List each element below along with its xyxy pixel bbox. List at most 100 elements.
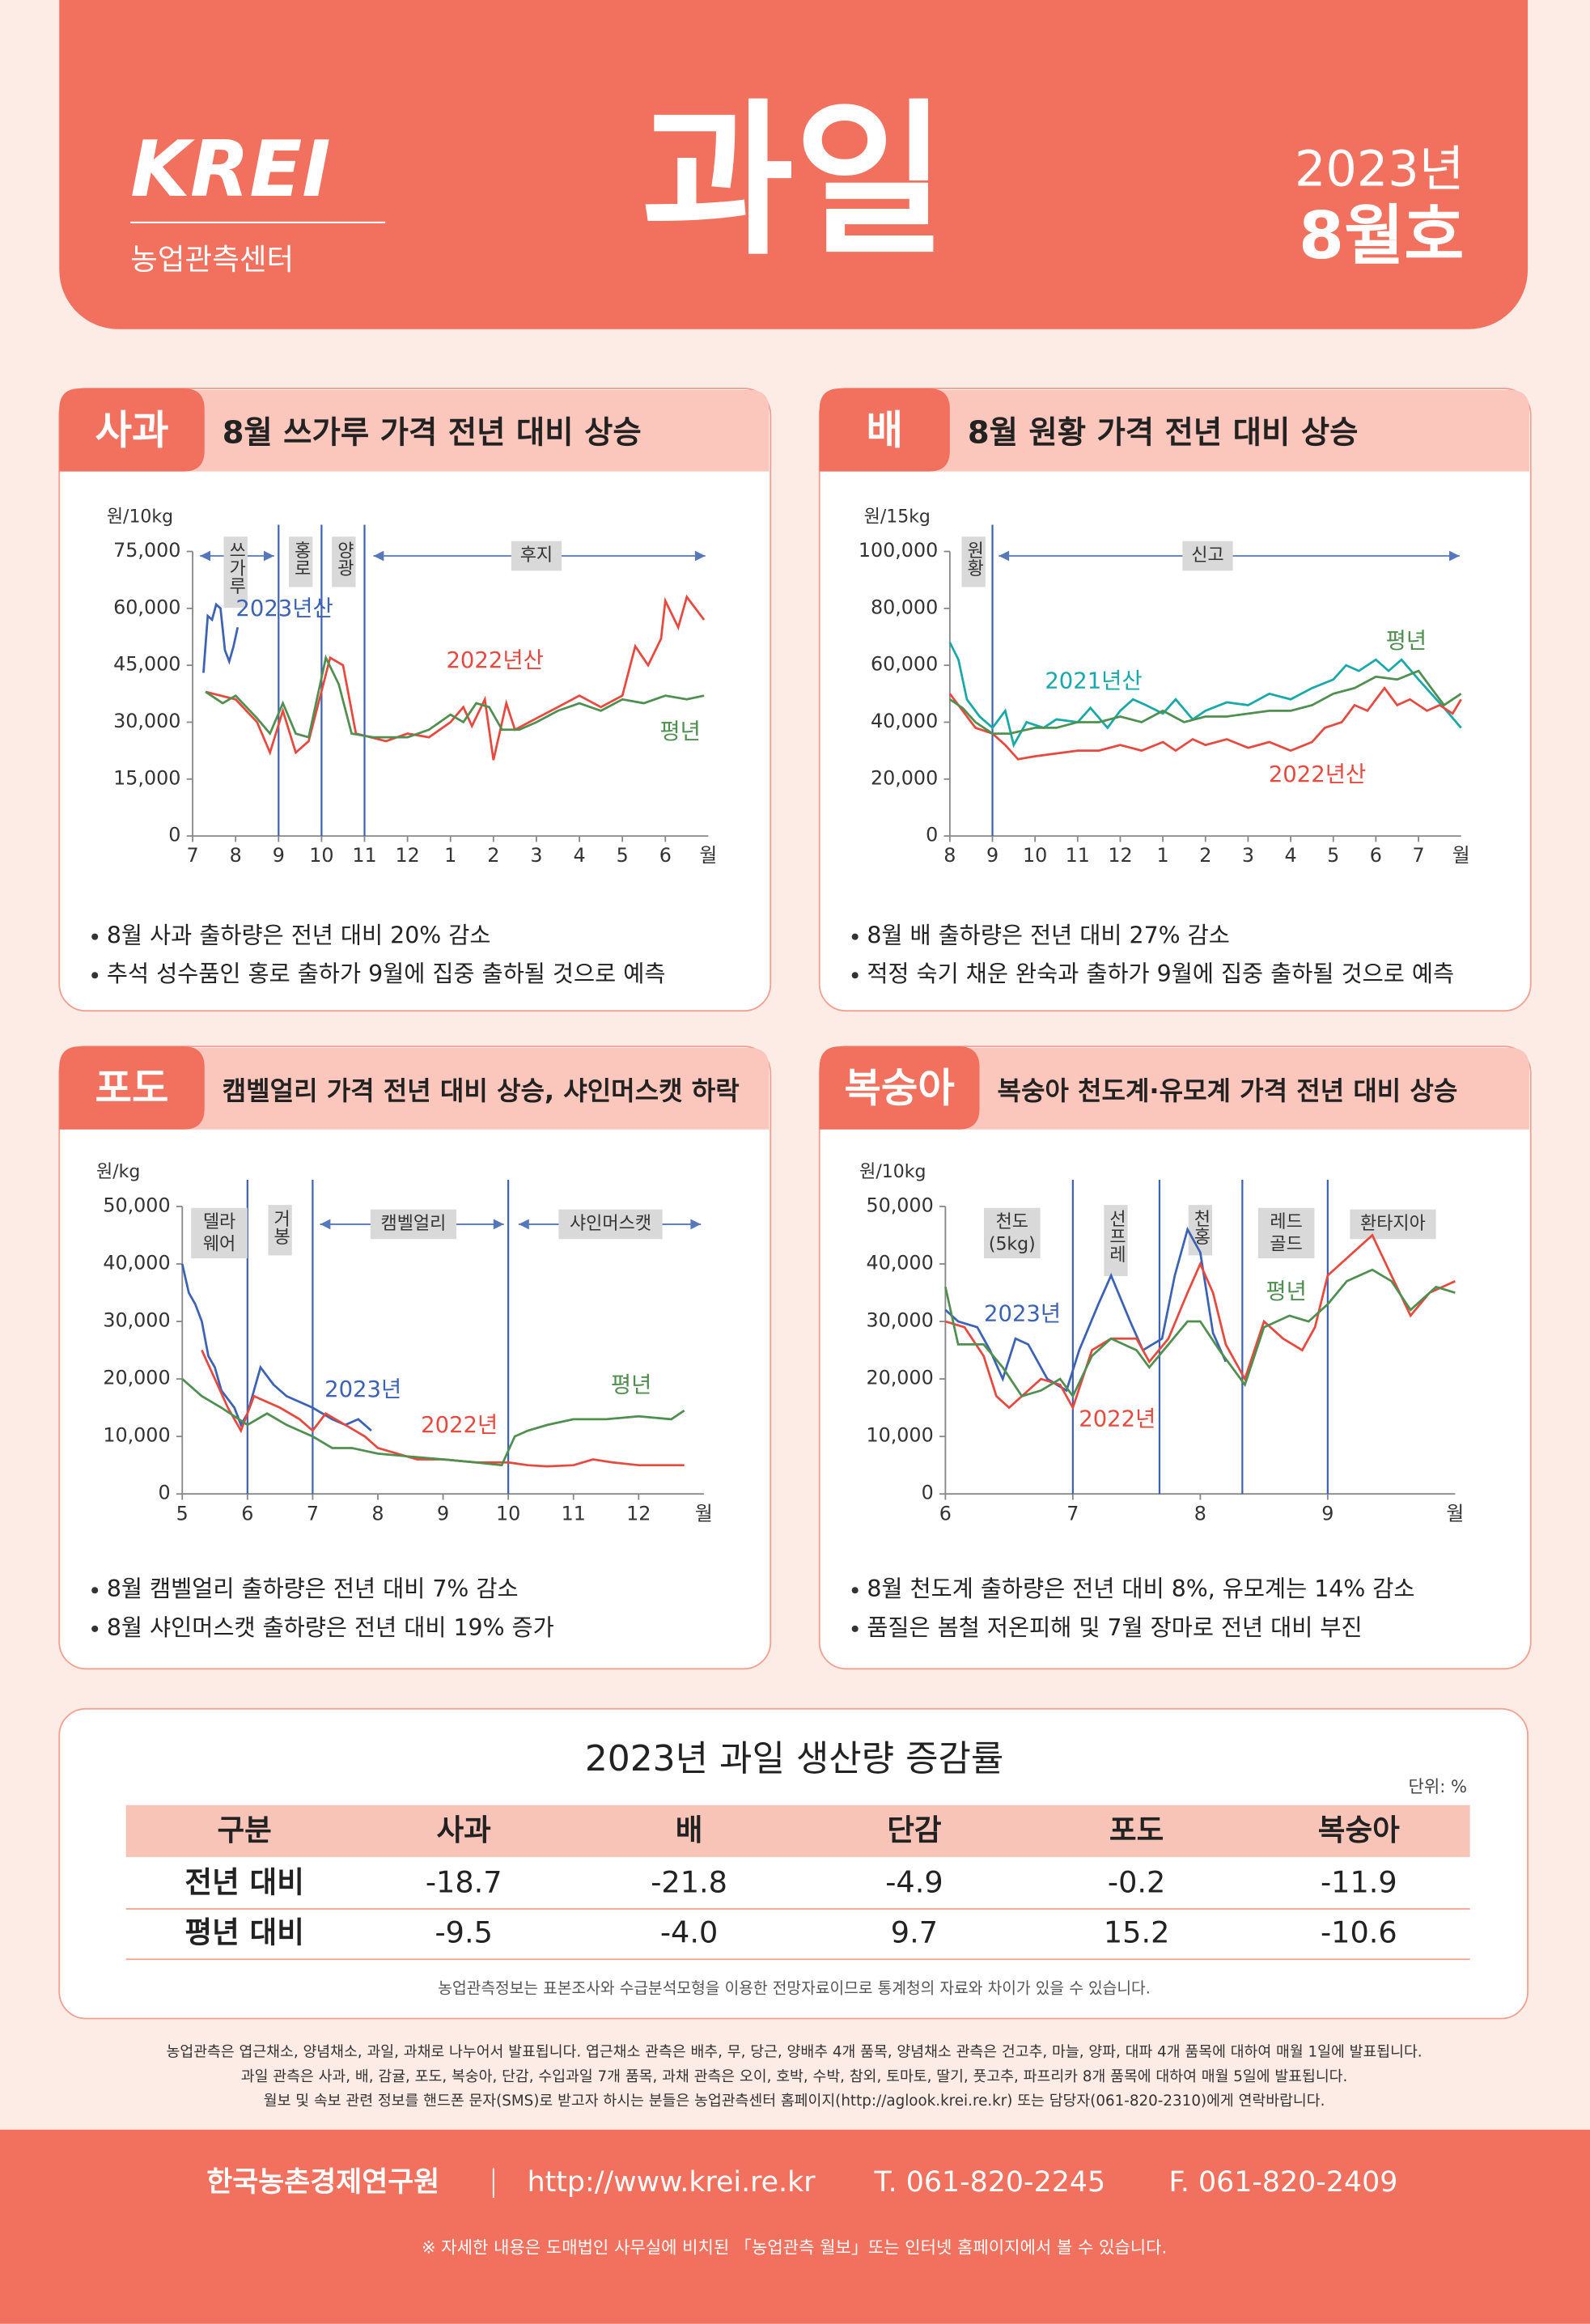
x-tick-label: 10 [1023,844,1047,867]
y-unit: 원/kg [96,1162,140,1182]
table-cell: -18.7 [426,1864,502,1899]
bullet [91,972,99,979]
center-name: 농업관측센터 [130,242,294,277]
x-tick-label: 4 [573,844,585,867]
tag-box [819,1046,980,1130]
y-tick-label: 30,000 [113,710,180,732]
series-label: 평년 [611,1373,652,1398]
x-tick-label: 11 [352,844,376,867]
table-cell: -10.6 [1321,1915,1397,1950]
table-cell: -9.5 [435,1915,492,1950]
table-header: 구분 [217,1813,271,1847]
arrow-head [373,550,384,562]
x-tick-label: 2 [1199,844,1211,867]
y-tick-label: 50,000 [103,1194,170,1216]
series-line [944,1268,1456,1399]
tag: 사과 [95,406,169,453]
bullet [91,1587,99,1594]
x-tick-label: 8 [371,1502,384,1525]
y-tick-label: 40,000 [103,1251,170,1274]
arrow-head [999,550,1010,562]
table-cell: -11.9 [1321,1864,1397,1899]
tag: 배 [867,406,903,453]
table-panel [58,1707,1529,2020]
period-box [961,536,986,587]
y-unit: 원/10kg [107,507,173,527]
table-cell: 15.2 [1104,1915,1170,1950]
y-tick-label: 40,000 [871,710,938,732]
series-label: 2022년산 [446,648,543,673]
y-tick-label: 10,000 [103,1424,170,1447]
x-unit: 월 [699,844,717,867]
series-label: 2022년산 [1269,762,1366,787]
period-label: 선프레 [1106,1210,1126,1263]
tag: 복숭아 [844,1065,954,1112]
y-tick-label: 80,000 [871,596,938,618]
note: 추석 성수품인 홍로 출하가 9월에 집중 출하될 것으로 예측 [107,961,666,987]
table-header: 단감 [887,1813,941,1847]
tag-box [59,1046,205,1130]
series-label: 2023년 [324,1377,401,1402]
table-cell: -21.8 [651,1864,727,1899]
period-box [1188,1205,1213,1256]
logo: KREI [130,125,331,214]
y-tick-label: 20,000 [866,1367,933,1389]
x-tick-label: 9 [273,844,285,867]
series-line [944,1233,1456,1411]
arrow-head [694,550,706,562]
y-tick-label: 40,000 [866,1251,933,1274]
title-band [61,389,770,472]
series-line [948,686,1462,761]
period-box [223,536,248,609]
x-tick-label: 6 [1370,844,1382,867]
y-tick-label: 20,000 [871,766,938,789]
chart-panel [818,1045,1532,1670]
bullet [91,933,99,940]
x-tick-label: 5 [617,844,629,867]
x-tick-label: 7 [1412,844,1424,867]
footer-text: 월보 및 속보 관련 정보를 핸드폰 문자(SMS)로 받고자 하시는 분들은 … [264,2093,1325,2110]
series-line [205,654,705,739]
series-label: 2021년산 [1045,669,1142,694]
chart-panel [58,1045,772,1670]
bullet [851,972,859,979]
bullet [851,1587,859,1594]
x-tick-label: 2 [487,844,499,867]
period-box [511,541,562,571]
note: 적정 숙기 채운 완숙과 출하가 9월에 집중 출하될 것으로 예측 [867,961,1454,987]
table-title: 2023년 과일 생산량 증감률 [585,1738,1004,1779]
x-tick-label: 3 [530,844,542,867]
bullet [851,933,859,940]
period-label: 샤인머스캣 [570,1214,651,1234]
period-label: 쓰가루 [226,541,246,595]
table-header: 배 [676,1813,703,1847]
footer-url: http://www.krei.re.kr [528,2166,816,2199]
note: 8월 샤인머스캣 출하량은 전년 대비 19% 증가 [107,1614,554,1641]
footer-note: ※ 자세한 내용은 도매법인 사무실에 비치된 「농업관측 월보」또는 인터넷 … [422,2237,1167,2257]
x-tick-label: 5 [176,1502,189,1525]
period-box [1104,1205,1128,1277]
table-cell: 전년 대비 [184,1864,303,1899]
x-tick-label: 8 [230,844,242,867]
x-tick-label: 7 [307,1502,319,1525]
series-label: 2022년 [1079,1407,1155,1432]
y-unit: 원/10kg [859,1162,926,1182]
table-cell: 9.7 [891,1915,938,1950]
x-tick-label: 6 [939,1502,952,1525]
bullet [851,1625,859,1632]
y-tick-label: 0 [168,824,180,846]
title-band [820,1047,1529,1130]
arrow-head [320,1219,331,1230]
x-unit: 월 [1446,1502,1464,1525]
table-header: 포도 [1109,1813,1164,1847]
period-label: 레드 골드 [1270,1212,1302,1254]
title-band [61,1047,770,1130]
x-tick-label: 12 [626,1502,651,1525]
x-tick-label: 10 [309,844,333,867]
x-unit: 월 [1452,844,1470,867]
arrow-head [690,1219,702,1230]
note: 품질은 봄철 저온피해 및 7월 장마로 전년 대비 부진 [867,1614,1362,1641]
footer-band [0,2129,1590,2324]
